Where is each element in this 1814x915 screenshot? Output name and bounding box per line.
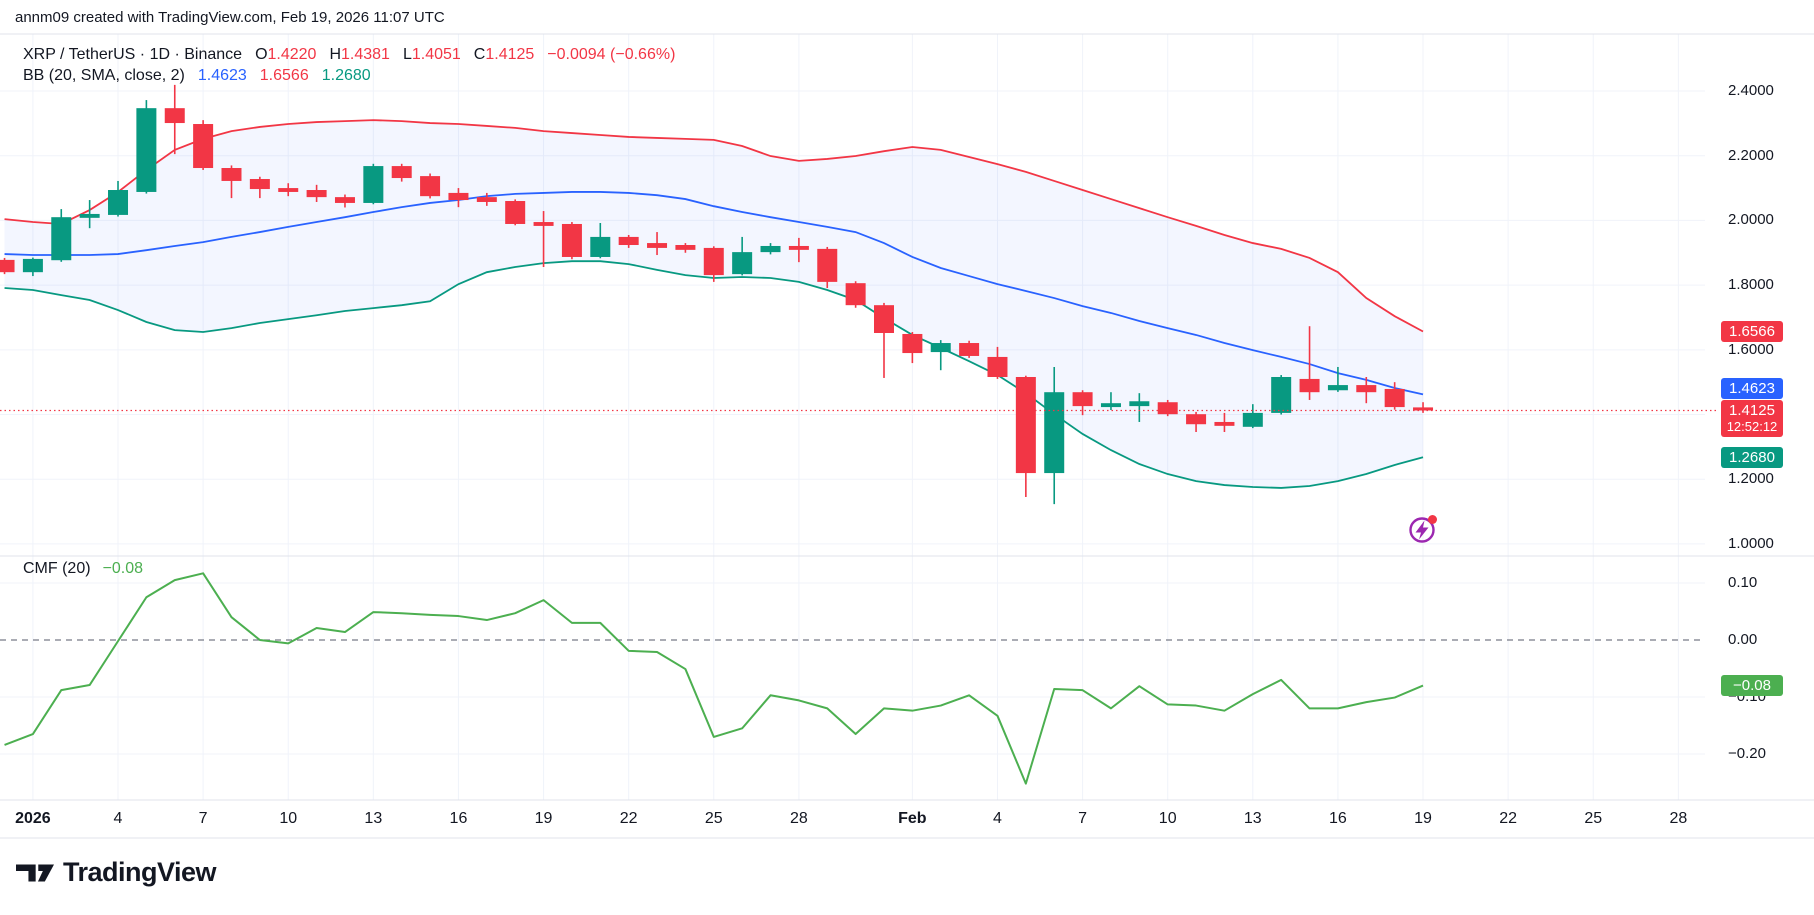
- cmf-value-badge: −0.08: [1721, 675, 1783, 697]
- high-label: H: [329, 46, 342, 63]
- time-axis-label: 7: [1078, 810, 1088, 827]
- tradingview-logo-icon: [16, 863, 54, 882]
- time-axis-label: 19: [534, 810, 553, 827]
- time-axis-label: 10: [279, 810, 298, 827]
- bb-lower-value: 1.2680: [321, 67, 371, 84]
- cmf-axis-label: −0.20: [1728, 745, 1766, 762]
- time-axis-label: 16: [1329, 810, 1347, 827]
- price-axis-label: 2.4000: [1728, 82, 1774, 100]
- attribution-bar: annm09 created with TradingView.com, Feb…: [0, 0, 1814, 34]
- time-axis-label: 13: [364, 810, 383, 827]
- bb-basis-value: 1.4623: [197, 67, 247, 84]
- time-axis-label: 22: [619, 810, 638, 827]
- price-axis-label: 1.6000: [1728, 340, 1774, 358]
- bb-upper-value: 1.6566: [259, 67, 309, 84]
- bb-lower-badge: 1.2680: [1721, 446, 1783, 468]
- time-axis-label: 25: [1584, 810, 1603, 827]
- time-axis-label: 13: [1243, 810, 1262, 827]
- cmf-axis-label: 0.10: [1728, 574, 1758, 591]
- symbol-title: XRP / TetherUS · 1D · Binance: [23, 46, 243, 63]
- ohlc-high: H 1.4381: [329, 46, 390, 64]
- price-axis-label: 1.8000: [1728, 276, 1774, 294]
- cmf-label: CMF (20): [23, 560, 91, 577]
- cmf-indicator-legend: CMF (20) −0.08: [23, 560, 143, 578]
- open-label: O: [255, 46, 268, 63]
- time-axis-label: 7: [198, 810, 208, 827]
- bb-basis-badge: 1.4623: [1721, 377, 1783, 399]
- flash-icon: [1409, 515, 1437, 543]
- high-value: 1.4381: [341, 46, 390, 63]
- low-label: L: [402, 46, 412, 63]
- price-axis-label: 2.2000: [1728, 146, 1774, 164]
- time-axis-label: 22: [1499, 810, 1518, 827]
- cmf-axis-label: 0.00: [1728, 631, 1758, 648]
- last-price-badge: 1.4125 12:52:12: [1721, 399, 1783, 437]
- time-axis-label: 28: [1669, 810, 1688, 827]
- time-scale[interactable]: 2026 4 7 10 13 16 19 22 25 28 Feb 4 7 10 13 16 19 22 25 28: [0, 800, 1705, 838]
- low-value: 1.4051: [411, 46, 461, 63]
- ohlc-low: L 1.4051: [403, 46, 461, 64]
- ohlc-close: C 1.4125: [474, 46, 535, 64]
- bb-indicator-legend: BB (20, SMA, close, 2) 1.4623 1.6566 1.2…: [23, 67, 371, 85]
- time-axis-label: 4: [993, 810, 1002, 827]
- attribution-text: annm09 created with TradingView.com, Feb…: [15, 8, 445, 26]
- time-axis-label: 16: [449, 810, 468, 827]
- time-axis-label: 10: [1158, 810, 1177, 827]
- change-value: −0.0094 (−0.66%): [547, 46, 676, 63]
- time-axis-label: 19: [1414, 810, 1432, 827]
- price-axis-label: 1.0000: [1728, 534, 1774, 552]
- time-axis-label: 25: [704, 810, 723, 827]
- bb-label: BB (20, SMA, close, 2): [23, 67, 185, 84]
- bb-upper-badge: 1.6566: [1721, 321, 1783, 342]
- cmf-value: −0.08: [102, 560, 144, 577]
- ohlc-open: O 1.4220: [255, 46, 316, 64]
- time-axis-label: 28: [789, 810, 808, 827]
- price-axis-label: 2.0000: [1728, 211, 1774, 229]
- close-value: 1.4125: [485, 46, 535, 63]
- tradingview-footer[interactable]: TradingView: [16, 857, 217, 888]
- brand-name: TradingView: [63, 857, 217, 887]
- price-axis-label: 1.2000: [1728, 470, 1774, 488]
- open-value: 1.4220: [267, 46, 317, 63]
- close-label: C: [473, 46, 486, 63]
- time-axis-label: 2026: [15, 810, 51, 827]
- time-axis-label: Feb: [898, 810, 927, 827]
- price-scale[interactable]: 2.4000 2.2000 2.0000 1.8000 1.6000 1.2000 1.00…: [1705, 34, 1814, 800]
- time-axis-label: 4: [113, 810, 123, 827]
